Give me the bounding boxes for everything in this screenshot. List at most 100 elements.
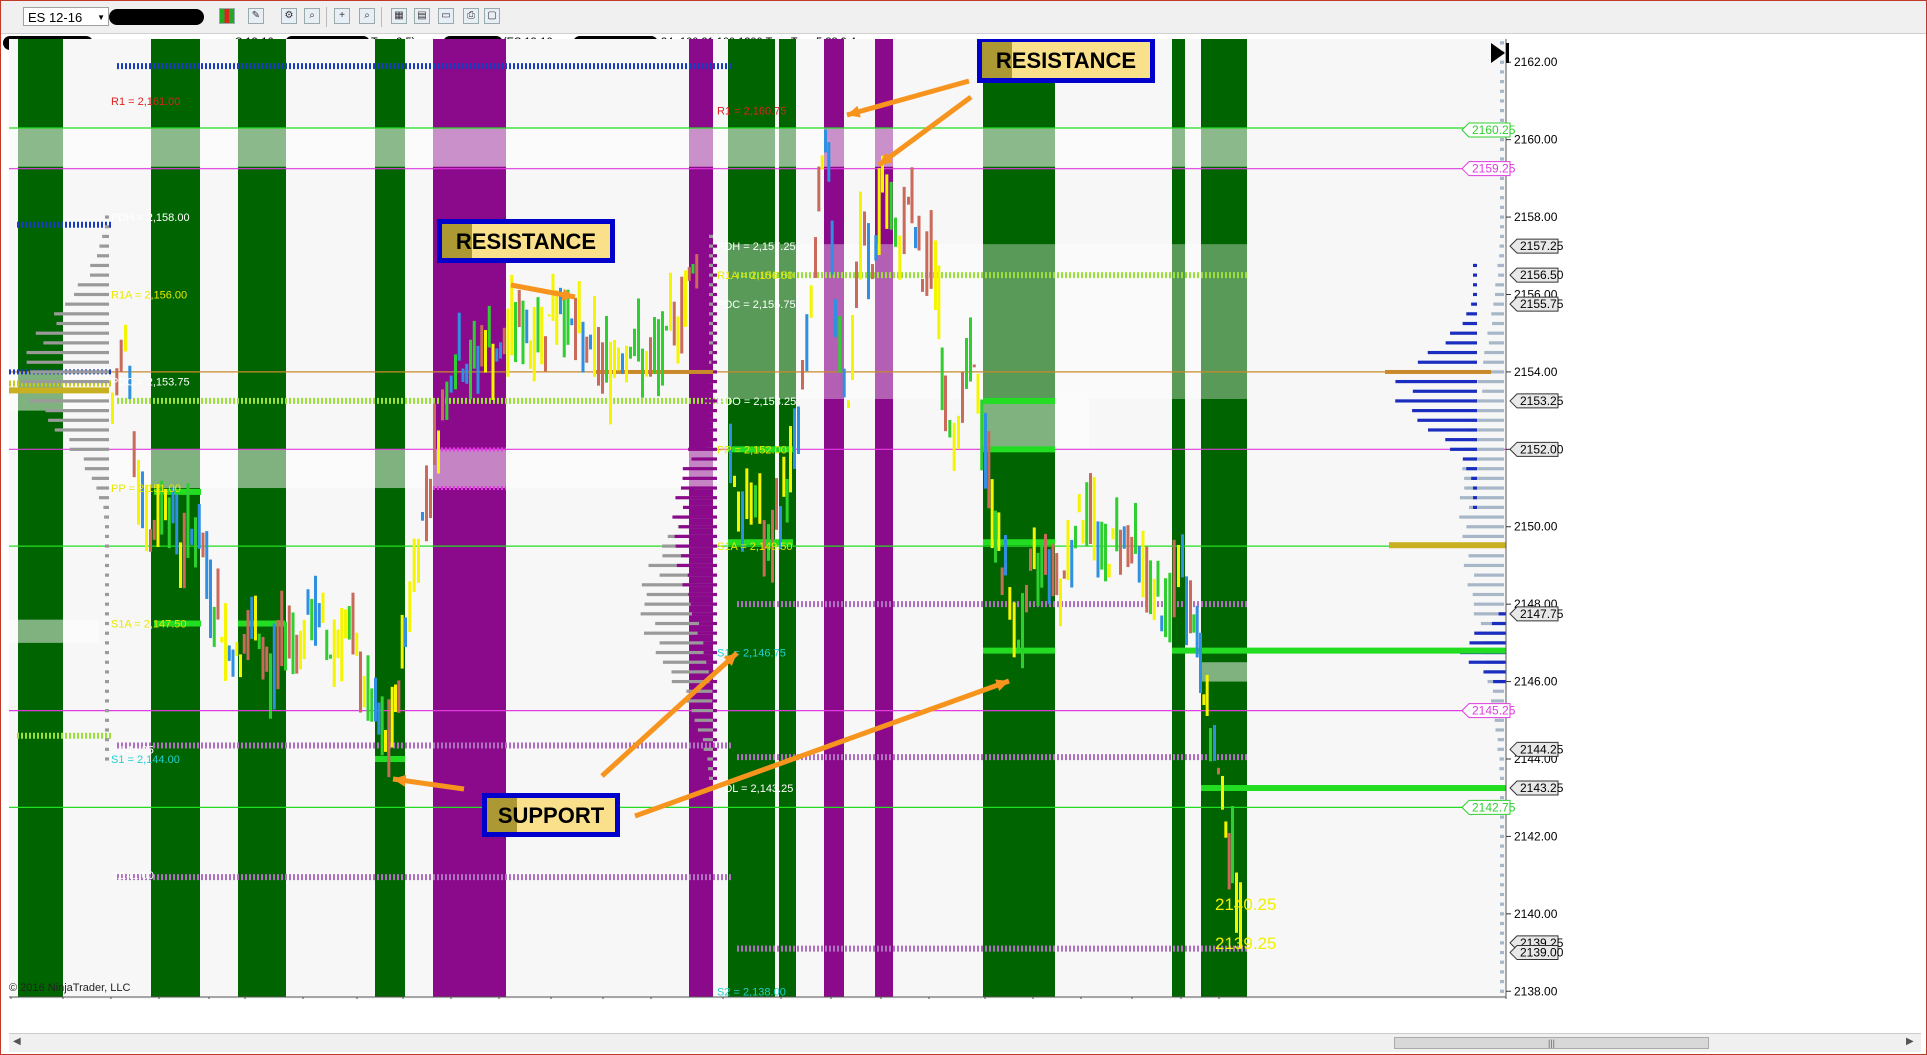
candle bbox=[934, 240, 937, 310]
profile-bar bbox=[1474, 573, 1504, 577]
profile-bar bbox=[1473, 399, 1504, 403]
profile-bar bbox=[1494, 718, 1504, 722]
search-icon[interactable]: ⌕ bbox=[359, 8, 375, 24]
price-badge bbox=[1509, 441, 1559, 457]
profile-bar bbox=[713, 728, 717, 732]
profile-bar bbox=[1459, 496, 1504, 500]
bar-type-icon[interactable] bbox=[219, 8, 235, 24]
candle bbox=[597, 326, 600, 386]
scroll-thumb[interactable]: ||| bbox=[1394, 1037, 1709, 1049]
pivot-label-day1: S1 = 2,144.00 bbox=[111, 754, 180, 766]
scroll-right-icon[interactable]: ▶ bbox=[1906, 1036, 1914, 1047]
candle bbox=[593, 295, 596, 377]
properties-icon[interactable]: ⚙ bbox=[281, 8, 297, 24]
candle bbox=[449, 375, 453, 393]
profile-bar bbox=[1473, 486, 1477, 490]
candle bbox=[566, 289, 570, 345]
candle bbox=[917, 215, 921, 251]
profile-bar bbox=[1500, 892, 1504, 897]
candle bbox=[940, 347, 944, 411]
candle bbox=[351, 592, 355, 655]
callout-text: RESISTANCE bbox=[996, 48, 1136, 73]
candle bbox=[437, 430, 440, 474]
profile-bar bbox=[688, 447, 717, 451]
profile-bar bbox=[1500, 960, 1504, 964]
candle bbox=[1224, 821, 1228, 838]
candle bbox=[851, 314, 854, 381]
profile-bar bbox=[709, 679, 717, 684]
profile-bar bbox=[659, 641, 713, 645]
save-icon[interactable]: ▭ bbox=[438, 8, 454, 24]
candle bbox=[948, 420, 952, 438]
candle bbox=[514, 302, 517, 363]
candle bbox=[284, 621, 287, 671]
profile-bar bbox=[29, 399, 109, 403]
candle bbox=[641, 348, 644, 398]
candle bbox=[741, 491, 744, 552]
arrow-resistance-2 bbox=[877, 94, 973, 168]
price-badge bbox=[1509, 296, 1559, 312]
print-icon[interactable]: ⎙ bbox=[463, 8, 479, 24]
price-badge-label: 2156.50 bbox=[1520, 268, 1564, 282]
toolbar-separator bbox=[326, 7, 327, 27]
value-area-band bbox=[9, 128, 1247, 167]
profile-bar bbox=[1500, 186, 1504, 190]
candle bbox=[645, 351, 648, 377]
scroll-left-icon[interactable]: ◀ bbox=[13, 1036, 21, 1047]
window-icon[interactable]: ▢ bbox=[484, 8, 500, 24]
template-icon[interactable]: ▦ bbox=[391, 8, 407, 24]
profile-bar bbox=[1474, 631, 1506, 635]
candle bbox=[921, 278, 924, 292]
candle bbox=[1012, 602, 1016, 658]
draw-tool-icon[interactable]: ✎ bbox=[248, 8, 264, 24]
profile-bar bbox=[1495, 292, 1504, 297]
horizontal-scrollbar[interactable]: ◀ ||| ▶ bbox=[9, 1033, 1921, 1052]
crosshair-icon[interactable]: + bbox=[334, 8, 350, 24]
candle bbox=[344, 609, 347, 639]
instrument-selector[interactable]: ES 12-16 ▼ bbox=[23, 7, 109, 26]
candle bbox=[824, 129, 827, 153]
candle bbox=[980, 399, 984, 471]
candle bbox=[570, 318, 574, 326]
profile-bar bbox=[54, 312, 109, 316]
pivot-label-day2: PDL = 2,143.25 bbox=[717, 783, 793, 795]
profile-bar bbox=[709, 321, 713, 326]
profile-bar bbox=[713, 757, 717, 761]
profile-bar bbox=[671, 670, 713, 674]
candle bbox=[581, 321, 585, 373]
profile-bar bbox=[1500, 118, 1504, 122]
candle bbox=[235, 642, 239, 657]
candle bbox=[637, 298, 640, 362]
candle bbox=[370, 688, 374, 722]
data-box-icon[interactable]: ▤ bbox=[414, 8, 430, 24]
profile-bar bbox=[43, 341, 109, 345]
profile-bar bbox=[1491, 699, 1504, 703]
candle bbox=[874, 235, 878, 261]
profile-bar bbox=[105, 554, 109, 558]
profile-bar bbox=[26, 350, 109, 355]
candle bbox=[990, 479, 994, 549]
profile-bar bbox=[688, 592, 717, 597]
profile-bar bbox=[96, 486, 109, 490]
zoom-icon[interactable]: ⌕ bbox=[304, 8, 320, 24]
candle bbox=[1025, 584, 1028, 613]
profile-bar bbox=[105, 650, 109, 655]
profile-bar bbox=[707, 379, 717, 384]
volume-profile-blue bbox=[1395, 263, 1477, 509]
candle bbox=[1168, 572, 1172, 643]
profile-bar bbox=[695, 428, 717, 432]
candle bbox=[261, 636, 265, 680]
candle bbox=[1152, 578, 1156, 621]
support-callout: SUPPORT bbox=[482, 793, 620, 837]
candle bbox=[269, 653, 272, 719]
profile-bar bbox=[680, 486, 717, 490]
price-chart[interactable]: R1 = 2,161.00 PDH = 2,158.00 R1A = 2,156.0… bbox=[9, 37, 1854, 1017]
lime-level-bar bbox=[983, 397, 1055, 404]
profile-bar bbox=[1500, 225, 1504, 229]
candle bbox=[1107, 563, 1111, 578]
candle bbox=[1085, 482, 1089, 547]
chart-svg[interactable]: R1 = 2,161.00 PDH = 2,158.00 R1A = 2,156.0… bbox=[9, 37, 1854, 1017]
profile-bar bbox=[640, 612, 713, 616]
candle bbox=[224, 603, 227, 681]
candle bbox=[871, 264, 874, 280]
